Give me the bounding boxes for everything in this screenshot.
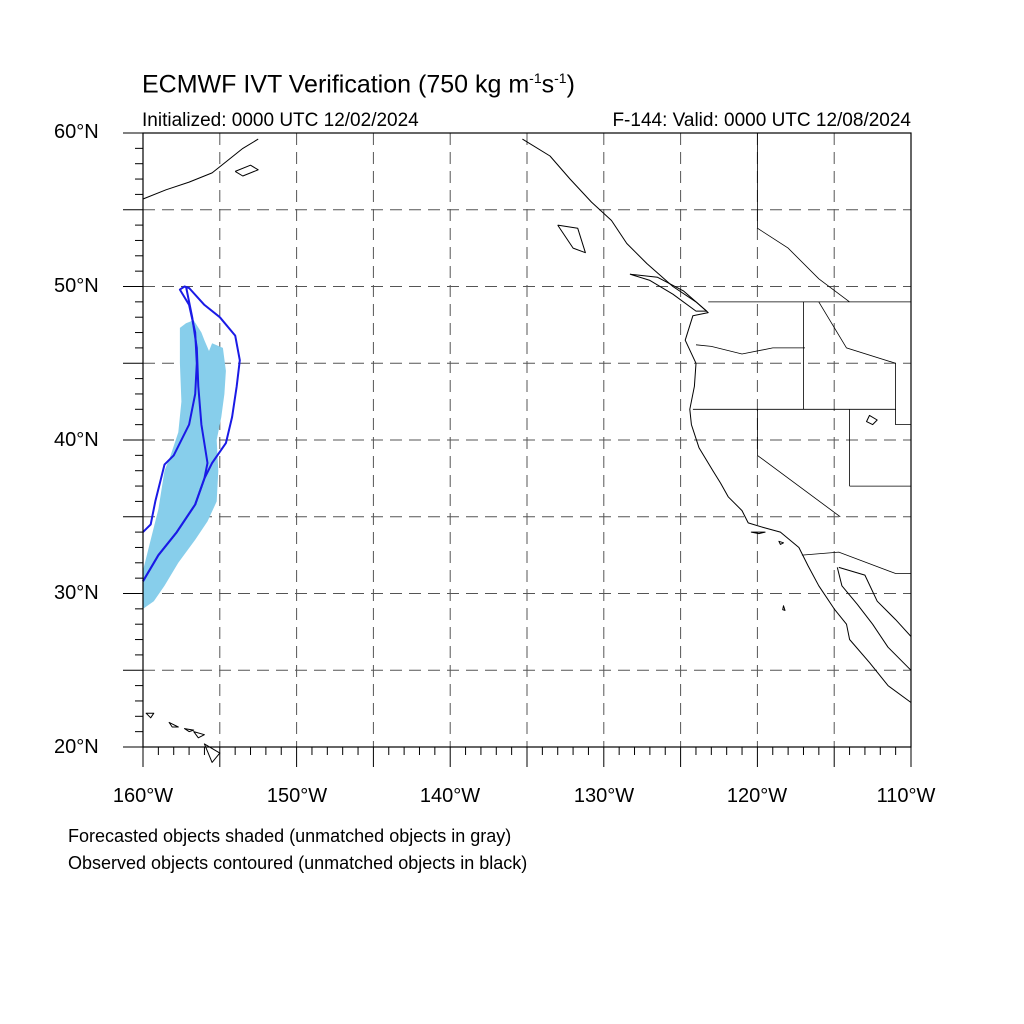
initialized-label: Initialized: 0000 UTC 12/02/2024 [142, 110, 419, 131]
border-id-mt [818, 301, 896, 364]
geography [142, 133, 912, 763]
coastline-gulf-inner [838, 566, 912, 637]
border-wa-or [695, 344, 805, 355]
coastline-alaska-south [142, 138, 259, 200]
lat-label-40n: 40°N [54, 429, 99, 451]
forecast-object-shading [143, 320, 226, 609]
border-wy-border [895, 363, 911, 426]
forecast-objects [143, 320, 226, 609]
lat-label-20n: 20°N [54, 736, 99, 758]
island-hawaii [193, 731, 205, 739]
valid-label: F-144: Valid: 0000 UTC 12/08/2024 [612, 110, 911, 131]
lon-label-140w: 140°W [419, 785, 481, 807]
coastline-haida-gwaii [557, 224, 586, 254]
island-channel-islands [750, 531, 766, 535]
observed-object-axis [142, 286, 209, 582]
lon-label-110w: 110°W [876, 785, 936, 807]
coastline-vancouver-island [629, 273, 708, 312]
lat-label-30n: 30°N [54, 582, 99, 604]
map-title: ECMWF IVT Verification (750 kg m-1s-1) [142, 70, 575, 99]
axis-ticks [123, 132, 912, 767]
coastline-north-america-west [522, 138, 912, 703]
island-hawaii [168, 721, 179, 728]
island-hawaii [145, 712, 155, 719]
title-prefix: ECMWF IVT Verification (750 kg m [142, 70, 530, 99]
border-bc-alberta [757, 133, 850, 303]
lon-label-130w: 130°W [573, 785, 635, 807]
lat-label-60n: 60°N [54, 121, 99, 143]
island-hawaii [184, 728, 195, 733]
lon-label-160w: 160°W [112, 785, 174, 807]
graticule [143, 133, 911, 747]
coastline-kodiak [234, 164, 259, 177]
lake-great-salt-lake [866, 414, 878, 426]
title-exponent-2: -1 [554, 70, 567, 86]
observed-objects [142, 285, 241, 582]
coastline-gulf-of-california [836, 567, 912, 671]
title-exponent-1: -1 [529, 70, 542, 86]
title-mid: s [541, 70, 555, 99]
border-us-mexico [801, 551, 911, 574]
border-ca-nv [757, 409, 841, 518]
forecast-note: Forecasted objects shaded (unmatched obj… [68, 826, 512, 846]
island-hawaii [203, 743, 221, 763]
island-channel-islands [778, 540, 784, 545]
lon-label-120w: 120°W [726, 785, 788, 807]
lat-label-50n: 50°N [54, 275, 99, 297]
map-frame [142, 132, 912, 748]
title-suffix: ) [566, 70, 575, 99]
island-guadalupe [782, 605, 786, 611]
lon-label-150w: 150°W [266, 785, 328, 807]
observed-note: Observed objects contoured (unmatched ob… [68, 853, 528, 873]
